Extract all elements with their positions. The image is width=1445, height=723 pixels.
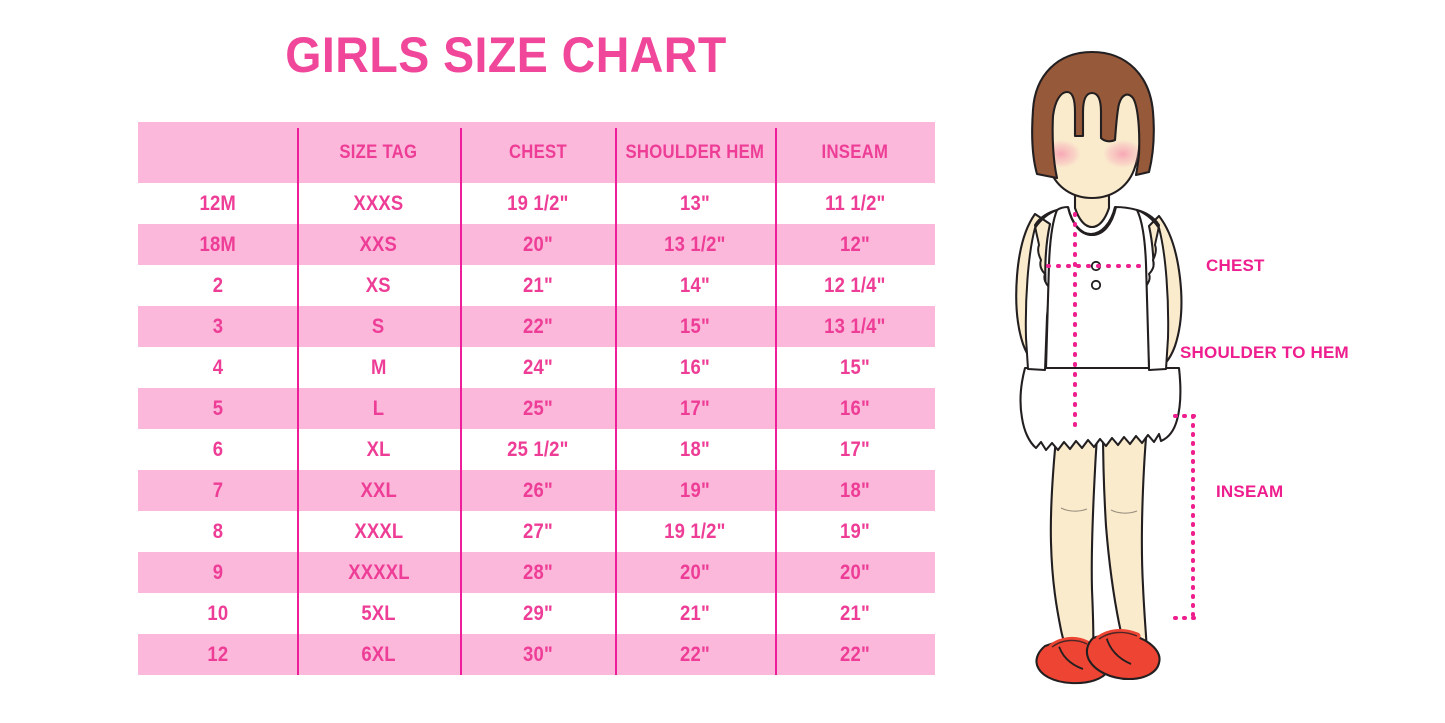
cell-size: 4	[212, 355, 223, 379]
cell-size: 12	[207, 642, 228, 666]
skirt-group	[1019, 366, 1182, 452]
label-shoulder-to-hem: SHOULDER TO HEM	[1180, 343, 1349, 362]
cell-size-tag: XL	[297, 429, 460, 470]
head-group	[1031, 50, 1155, 200]
cell-size-tag: 6XL	[297, 634, 460, 675]
cell-inseam: 22"	[775, 634, 935, 675]
label-chest: CHEST	[1206, 256, 1265, 275]
button-lower	[1090, 279, 1102, 291]
cell-chest: 29"	[460, 593, 615, 634]
cell-size-tag: L	[297, 388, 460, 429]
cell-inseam: 15"	[775, 347, 935, 388]
cell-shoulder-hem: 18"	[615, 429, 775, 470]
cell-shoulder-hem: 13 1/2"	[615, 224, 775, 265]
cell-size: 7	[212, 478, 223, 502]
table-row: 9 XXXXL 28" 20" 20"	[138, 552, 935, 593]
cell-inseam: 12"	[775, 224, 935, 265]
figure-body	[1015, 50, 1197, 685]
cell-inseam: 11 1/2"	[775, 183, 935, 224]
cell-size-tag: XXL	[297, 470, 460, 511]
cell-chest: 26"	[460, 470, 615, 511]
cell-chest: 25 1/2"	[460, 429, 615, 470]
cell-size-tag: XXS	[297, 224, 460, 265]
table-row: 3 S 22" 15" 13 1/4"	[138, 306, 935, 347]
table-row: 8 XXXL 27" 19 1/2" 19"	[138, 511, 935, 552]
cell-size-tag: XXXXL	[297, 552, 460, 593]
table-row: 4 M 24" 16" 15"	[138, 347, 935, 388]
cell-chest: 28"	[460, 552, 615, 593]
table-row: 6 XL 25 1/2" 18" 17"	[138, 429, 935, 470]
cell-inseam: 12 1/4"	[775, 265, 935, 306]
table-row: 12 6XL 30" 22" 22"	[138, 634, 935, 675]
cell-inseam: 20"	[775, 552, 935, 593]
legs-group	[1049, 426, 1149, 658]
column-header-chest: CHEST	[460, 122, 615, 183]
cell-shoulder-hem: 16"	[615, 347, 775, 388]
cell-size-tag: XS	[297, 265, 460, 306]
table-row: 2 XS 21" 14" 12 1/4"	[138, 265, 935, 306]
cell-inseam: 21"	[775, 593, 935, 634]
table-row: 12M XXXS 19 1/2" 13" 11 1/2"	[138, 183, 935, 224]
cell-size-tag: S	[297, 306, 460, 347]
cell-shoulder-hem: 14"	[615, 265, 775, 306]
cell-inseam: 17"	[775, 429, 935, 470]
cell-chest: 22"	[460, 306, 615, 347]
cell-shoulder-hem: 19 1/2"	[615, 511, 775, 552]
cell-shoulder-hem: 17"	[615, 388, 775, 429]
table-row: 7 XXL 26" 19" 18"	[138, 470, 935, 511]
cell-shoulder-hem: 15"	[615, 306, 775, 347]
cell-shoulder-hem: 22"	[615, 634, 775, 675]
label-inseam: INSEAM	[1216, 482, 1284, 501]
cell-size-tag: XXXL	[297, 511, 460, 552]
cell-chest: 25"	[460, 388, 615, 429]
measurement-lines	[1046, 212, 1197, 620]
cell-shoulder-hem: 20"	[615, 552, 775, 593]
cell-chest: 27"	[460, 511, 615, 552]
cell-size-tag: XXXS	[297, 183, 460, 224]
cell-inseam: 19"	[775, 511, 935, 552]
cell-size: 2	[212, 273, 223, 297]
column-header-size-tag: SIZE TAG	[297, 122, 460, 183]
cell-chest: 30"	[460, 634, 615, 675]
column-header-inseam: INSEAM	[775, 122, 935, 183]
blush-right	[1103, 140, 1143, 168]
cell-size: 5	[212, 396, 223, 420]
table-header-row: SIZE TAG CHEST SHOULDER HEM INSEAM	[138, 122, 935, 183]
cell-size: 12M	[199, 191, 236, 215]
cell-chest: 21"	[460, 265, 615, 306]
hair	[1031, 50, 1155, 180]
cell-inseam: 13 1/4"	[775, 306, 935, 347]
cell-size: 6	[212, 437, 223, 461]
table-row: 5 L 25" 17" 16"	[138, 388, 935, 429]
table-row: 18M XXS 20" 13 1/2" 12"	[138, 224, 935, 265]
column-header-size	[138, 122, 297, 183]
cell-chest: 20"	[460, 224, 615, 265]
column-header-shoulder-hem: SHOULDER HEM	[615, 122, 775, 183]
cell-size: 10	[207, 601, 228, 625]
cell-size: 8	[212, 519, 223, 543]
cell-shoulder-hem: 21"	[615, 593, 775, 634]
cell-inseam: 18"	[775, 470, 935, 511]
cell-chest: 19 1/2"	[460, 183, 615, 224]
cell-inseam: 16"	[775, 388, 935, 429]
cell-size-tag: 5XL	[297, 593, 460, 634]
table-row: 10 5XL 29" 21" 21"	[138, 593, 935, 634]
cell-shoulder-hem: 13"	[615, 183, 775, 224]
cell-shoulder-hem: 19"	[615, 470, 775, 511]
cell-size: 18M	[199, 232, 236, 256]
shoes-group	[1035, 628, 1161, 685]
cell-size: 3	[212, 314, 223, 338]
girl-measurement-illustration	[995, 38, 1255, 710]
cell-size: 9	[212, 560, 223, 584]
cell-chest: 24"	[460, 347, 615, 388]
page-title: GIRLS SIZE CHART	[285, 27, 727, 83]
size-chart-table: SIZE TAG CHEST SHOULDER HEM INSEAM 12M X…	[138, 122, 935, 675]
cell-size-tag: M	[297, 347, 460, 388]
